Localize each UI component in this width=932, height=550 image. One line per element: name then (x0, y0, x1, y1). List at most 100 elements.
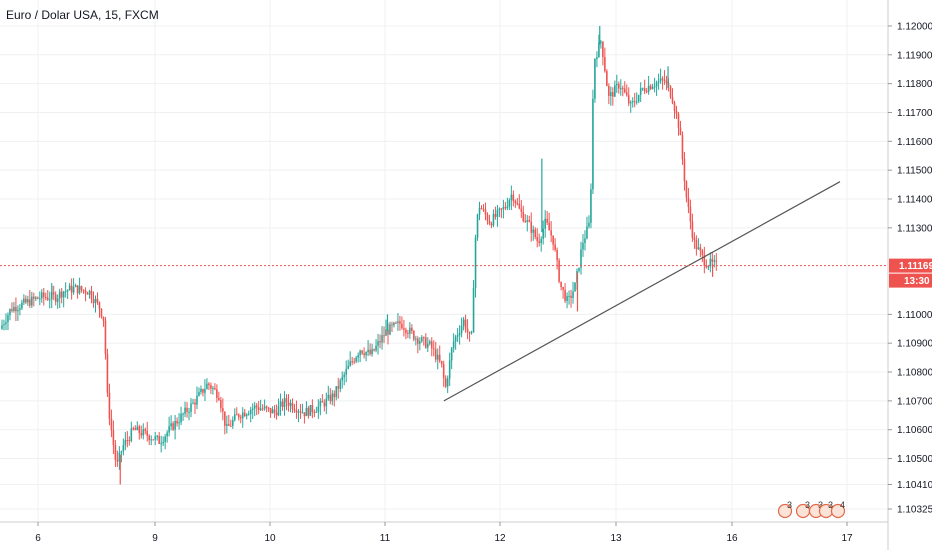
candle-body (146, 430, 149, 436)
candle-body (204, 389, 206, 393)
candle-body (156, 435, 158, 437)
candle-body (164, 436, 166, 442)
candle-body (580, 249, 582, 268)
candle-body (170, 423, 172, 427)
event-count-label: 3 (787, 500, 792, 510)
candle-body (321, 401, 324, 403)
y-tick-label: 1.11900 (897, 50, 932, 61)
candle-body (430, 341, 433, 349)
candle-body (192, 402, 194, 404)
candle-body (31, 296, 33, 306)
candle-body (631, 101, 634, 103)
candle-body (313, 412, 316, 414)
candle-body (257, 407, 260, 410)
candle-body (685, 181, 688, 198)
candle-body (158, 435, 160, 444)
candle-body (235, 414, 238, 416)
candle-body (399, 321, 401, 324)
candles (1, 25, 718, 485)
candle-body (162, 441, 164, 444)
event-marker-icon[interactable] (777, 503, 793, 519)
candle-body (182, 413, 184, 415)
candle-body (474, 237, 477, 289)
candle-body (496, 209, 499, 217)
candle-body (417, 338, 419, 344)
candle-body (25, 298, 27, 303)
candle-body (379, 341, 381, 343)
candle-body (136, 426, 139, 431)
candle-body (333, 393, 336, 398)
candle-body (184, 407, 186, 414)
candle-body (166, 432, 168, 437)
candle-body (454, 336, 457, 342)
candle-body (245, 414, 248, 417)
candle-body (15, 306, 17, 312)
candle-body (639, 88, 642, 95)
time-axis[interactable]: 6 9 10 11 12 13 16 17 (35, 522, 853, 544)
candle-body (681, 135, 684, 160)
candle-body (476, 214, 479, 238)
x-tick-label: 12 (494, 533, 506, 544)
candle-body (154, 436, 156, 440)
candle-body (486, 214, 489, 221)
candle-body (363, 353, 365, 356)
candle-body (506, 206, 509, 208)
y-tick-label: 1.10900 (897, 339, 932, 350)
candle-body (369, 349, 371, 355)
candle-body (518, 203, 521, 209)
event-count-label: 3 (818, 500, 823, 510)
candle-body (152, 439, 155, 441)
event-marker-icon[interactable] (830, 503, 846, 519)
candle-body (367, 349, 369, 353)
y-tick-label: 1.11700 (897, 108, 932, 119)
candle-body (466, 328, 469, 332)
candle-body (677, 113, 680, 128)
candle-body (194, 402, 196, 405)
y-tick-label: 1.10325 (897, 505, 932, 516)
candle-body (327, 394, 330, 399)
candle-body (271, 409, 274, 414)
candle-body (424, 337, 427, 348)
candle-body (74, 285, 77, 287)
candle-body (462, 319, 465, 326)
candle-body (305, 407, 308, 417)
candle-body (421, 337, 423, 342)
candle-body (707, 266, 710, 268)
candle-body (554, 244, 556, 250)
candle-body (460, 325, 463, 334)
candle-body (452, 341, 455, 349)
candle-body (643, 88, 646, 92)
candle-body (393, 322, 395, 326)
candle-body (88, 290, 91, 295)
price-axis[interactable]: 1.12000 1.11900 1.11800 1.11700 1.11600 1.115… (888, 21, 932, 516)
y-tick-label: 1.11600 (897, 137, 932, 148)
candle-body (259, 408, 262, 410)
candle-body (558, 260, 560, 282)
candle-body (174, 420, 176, 430)
candle-body (647, 85, 650, 92)
candle-body (144, 429, 147, 431)
candle-body (251, 408, 254, 411)
candle-body (249, 410, 252, 414)
candle-body (534, 229, 537, 238)
candle-body (381, 335, 383, 343)
candle-body (52, 292, 55, 295)
candle-body (407, 332, 409, 334)
candle-body (255, 405, 258, 408)
candle-body (110, 418, 113, 431)
x-tick-label: 16 (726, 533, 738, 544)
candle-body (243, 412, 246, 417)
candle-body (687, 197, 690, 207)
x-tick-label: 17 (841, 533, 853, 544)
candle-body (546, 218, 548, 223)
candle-body (653, 86, 656, 88)
candle-body (411, 327, 413, 332)
candle-body (100, 308, 103, 317)
candle-body (446, 378, 449, 387)
candle-body (64, 291, 67, 293)
candle-body (114, 445, 117, 460)
trendline[interactable] (443, 181, 841, 402)
x-tick-label: 10 (264, 533, 276, 544)
